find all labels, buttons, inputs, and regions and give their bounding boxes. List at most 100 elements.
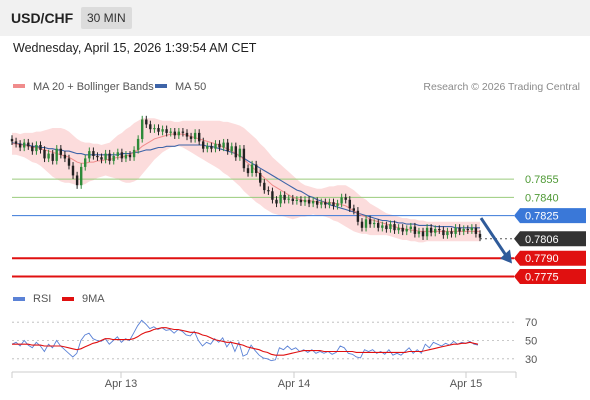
candle-body — [263, 182, 266, 191]
candle-body — [275, 199, 278, 204]
candle-body — [51, 153, 54, 161]
chart-datetime: Wednesday, April 15, 2026 1:39:54 AM CET — [13, 41, 257, 55]
candle-body — [360, 221, 364, 228]
forecast-arrow — [479, 217, 508, 257]
candle-body — [421, 231, 425, 237]
candle-body — [132, 149, 136, 158]
candle-body — [18, 143, 22, 148]
candle-body — [377, 222, 380, 228]
candle-body — [181, 131, 185, 133]
candle-body — [100, 157, 103, 160]
candle-body — [112, 156, 115, 161]
candle-body — [295, 199, 298, 201]
rsi-legend-label: RSI — [33, 293, 51, 305]
time-axis-label: Apr 15 — [450, 378, 482, 390]
candle-body — [373, 222, 376, 225]
candle-body — [470, 227, 473, 231]
time-axis: Apr 13 Apr 14 Apr 15 — [11, 371, 517, 390]
candle-body — [149, 124, 152, 130]
price-level-tag — [514, 250, 586, 266]
candle-body — [287, 198, 290, 200]
candle-body — [157, 128, 160, 132]
symbol-title: USD/CHF — [11, 10, 74, 26]
candle-body — [279, 194, 282, 204]
price-level-label: 0.7840 — [525, 192, 559, 204]
candle-body — [96, 156, 99, 158]
candle-body — [417, 231, 421, 234]
candle-body — [206, 146, 209, 149]
candle-body — [145, 119, 148, 125]
candle-body — [55, 148, 58, 161]
rsi-tick-label: 70 — [525, 317, 537, 329]
candle-body — [381, 225, 384, 228]
candle-body — [393, 224, 396, 231]
candle-body — [320, 202, 323, 205]
candle-body — [222, 142, 225, 148]
price-level-label: 0.7806 — [525, 234, 559, 246]
timeframe-button[interactable]: 30 MIN — [81, 7, 132, 29]
candle-body — [283, 194, 286, 200]
candle-body — [454, 227, 457, 234]
candle-body — [303, 199, 307, 203]
candle-body — [364, 219, 368, 228]
candle-body — [120, 152, 124, 159]
candle-body — [165, 129, 168, 133]
candle-body — [429, 227, 433, 233]
candle-body — [425, 227, 429, 237]
candle-body — [189, 136, 193, 139]
candle-body — [141, 119, 144, 139]
candle-body — [198, 132, 201, 142]
candle-body — [466, 229, 469, 231]
candle-body — [385, 225, 388, 230]
candle-body — [405, 229, 408, 232]
price-level-tag — [514, 268, 586, 284]
candle-body — [218, 143, 221, 148]
rsi-tick-label: 30 — [525, 354, 537, 366]
candle-body — [169, 131, 172, 133]
candle-body — [75, 175, 79, 186]
time-axis-label: Apr 14 — [278, 378, 310, 390]
candle-body — [71, 165, 75, 176]
candle-body — [267, 190, 270, 192]
candle-body — [478, 233, 482, 238]
candle-body — [458, 227, 461, 232]
candle-body — [356, 210, 360, 222]
candle-body — [389, 224, 392, 229]
candle-body — [271, 191, 274, 200]
candle-body — [161, 129, 164, 132]
candle-body — [255, 164, 258, 173]
price-level-label: 0.7855 — [525, 174, 559, 186]
candle-body — [43, 149, 46, 159]
candle-body — [438, 229, 441, 231]
candle-body — [446, 231, 449, 236]
candle-body — [344, 197, 347, 200]
candle-body — [397, 227, 400, 231]
candle-body — [210, 146, 213, 149]
candle-body — [92, 151, 95, 156]
candle-body — [250, 164, 254, 173]
ma20-legend-swatch — [13, 84, 25, 88]
candle-body — [348, 199, 351, 209]
candle-body — [299, 199, 303, 203]
price-level-label: 0.7790 — [525, 253, 559, 265]
candle-body — [116, 152, 119, 156]
candle-body — [35, 145, 38, 152]
candle-body — [27, 142, 30, 147]
candle-body — [67, 158, 71, 166]
candle-body — [324, 202, 327, 205]
candle-body — [47, 153, 50, 159]
candle-body — [352, 208, 355, 211]
forecast-arrow-head — [500, 249, 512, 264]
candle-body — [291, 198, 294, 201]
candle-body — [368, 219, 372, 225]
candle-body — [31, 146, 34, 152]
candle-body — [434, 229, 437, 233]
rsi-tick-label: 50 — [525, 336, 537, 348]
candle-body — [84, 158, 87, 167]
candle-body — [214, 143, 217, 149]
chart-header: USD/CHF 30 MIN — [0, 0, 590, 36]
rsi-legend-swatch — [13, 297, 25, 301]
candle-body — [177, 131, 180, 136]
rsi-ma-line — [12, 327, 479, 356]
candle-body — [88, 151, 91, 159]
